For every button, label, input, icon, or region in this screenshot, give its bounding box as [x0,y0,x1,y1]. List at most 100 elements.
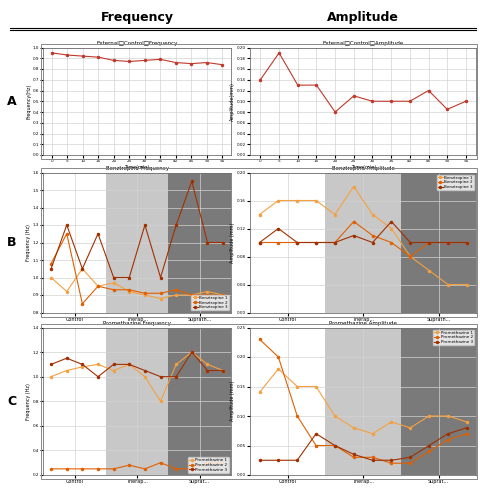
Promethazine 1 [157,398,163,404]
Benztropine 2 [407,254,412,260]
Promethazine 1 [110,368,116,374]
Y-axis label: Amplitude (mm): Amplitude (mm) [230,381,235,422]
Benztropine 3 [79,266,85,272]
Benztropine 1 [369,212,375,218]
Benztropine 3 [157,274,163,280]
Benztropine 1 [350,184,356,190]
Promethazine 3 [350,452,356,458]
Legend: Benztropine 1, Benztropine 2, Benztropine 3: Benztropine 1, Benztropine 2, Benztropin… [436,174,473,190]
Benztropine 2 [189,292,194,298]
Y-axis label: Amplitude(mm): Amplitude(mm) [230,82,235,120]
Benztropine 3 [110,274,116,280]
Promethazine 1 [142,374,147,380]
Promethazine 1 [48,374,54,380]
Promethazine 2 [388,460,394,466]
Promethazine 2 [95,466,101,472]
Promethazine 3 [256,457,262,463]
Title: Benztropine Amplitude: Benztropine Amplitude [331,166,394,170]
Benztropine 3 [204,240,210,246]
Line: Promethazine 1: Promethazine 1 [258,368,467,434]
Bar [43,172,106,312]
Promethazine 3 [126,362,132,368]
Promethazine 1 [407,425,412,431]
Benztropine 3 [95,231,101,237]
Promethazine 1 [189,349,194,355]
Benztropine 1 [48,274,54,280]
Line: Benztropine 1: Benztropine 1 [50,268,224,300]
Promethazine 1 [95,362,101,368]
Legend: Promethazine 1, Promethazine 2, Promethazine 3: Promethazine 1, Promethazine 2, Prometha… [432,330,473,345]
Benztropine 3 [48,266,54,272]
Benztropine 3 [173,222,179,228]
Promethazine 2 [48,466,54,472]
Promethazine 1 [64,368,70,374]
Benztropine 1 [220,292,226,298]
Promethazine 1 [312,384,318,390]
Promethazine 2 [256,336,262,342]
Y-axis label: Frequency (Hz): Frequency (Hz) [26,383,31,420]
Benztropine 2 [388,240,394,246]
Line: Promethazine 2: Promethazine 2 [258,338,467,464]
Promethazine 2 [157,460,163,466]
Benztropine 1 [463,282,468,288]
Benztropine 2 [312,240,318,246]
Promethazine 3 [388,457,394,463]
Benztropine 3 [369,240,375,246]
Promethazine 1 [220,368,226,374]
Promethazine 1 [79,364,85,370]
Benztropine 2 [444,240,450,246]
Title: External□Control□Frequency: External□Control□Frequency [96,40,178,46]
Text: A: A [7,95,17,108]
Benztropine 2 [79,300,85,306]
Promethazine 2 [463,430,468,436]
Benztropine 3 [425,240,431,246]
Bar [250,172,325,312]
Benztropine 2 [142,290,147,296]
Promethazine 1 [425,413,431,419]
Promethazine 3 [220,368,226,374]
Promethazine 1 [204,362,210,368]
Benztropine 2 [204,292,210,298]
Promethazine 1 [331,413,337,419]
Promethazine 3 [463,425,468,431]
Legend: Benztropine 1, Benztropine 2, Benztropine 3: Benztropine 1, Benztropine 2, Benztropin… [191,294,228,310]
Benztropine 1 [388,226,394,232]
Line: Promethazine 3: Promethazine 3 [258,427,467,462]
Benztropine 3 [220,240,226,246]
Benztropine 2 [173,287,179,293]
Text: Amplitude: Amplitude [326,11,398,24]
Benztropine 3 [126,274,132,280]
Benztropine 2 [220,292,226,298]
Y-axis label: Amplitude (mm): Amplitude (mm) [230,222,235,262]
Benztropine 1 [256,212,262,218]
Bar [325,172,400,312]
Y-axis label: Frequency (Hz): Frequency (Hz) [26,224,31,261]
Promethazine 3 [294,457,300,463]
Benztropine 1 [64,288,70,294]
Benztropine 3 [331,240,337,246]
Promethazine 1 [444,413,450,419]
Promethazine 2 [275,354,281,360]
Bar [400,328,475,475]
Benztropine 1 [275,198,281,203]
Benztropine 1 [142,292,147,298]
Promethazine 2 [110,466,116,472]
Promethazine 1 [126,362,132,368]
Promethazine 3 [64,355,70,361]
Promethazine 2 [369,454,375,460]
Benztropine 2 [350,218,356,224]
Title: External□Control□Amplitude: External□Control□Amplitude [322,40,403,46]
Benztropine 2 [294,240,300,246]
Benztropine 1 [126,288,132,294]
Benztropine 2 [48,260,54,266]
Benztropine 1 [204,288,210,294]
Benztropine 2 [256,240,262,246]
Benztropine 1 [110,280,116,286]
Benztropine 3 [64,222,70,228]
Benztropine 1 [294,198,300,203]
Bar [106,328,168,475]
Line: Benztropine 3: Benztropine 3 [50,180,224,278]
Promethazine 2 [407,460,412,466]
Benztropine 3 [407,240,412,246]
Text: Frequency: Frequency [100,11,173,24]
